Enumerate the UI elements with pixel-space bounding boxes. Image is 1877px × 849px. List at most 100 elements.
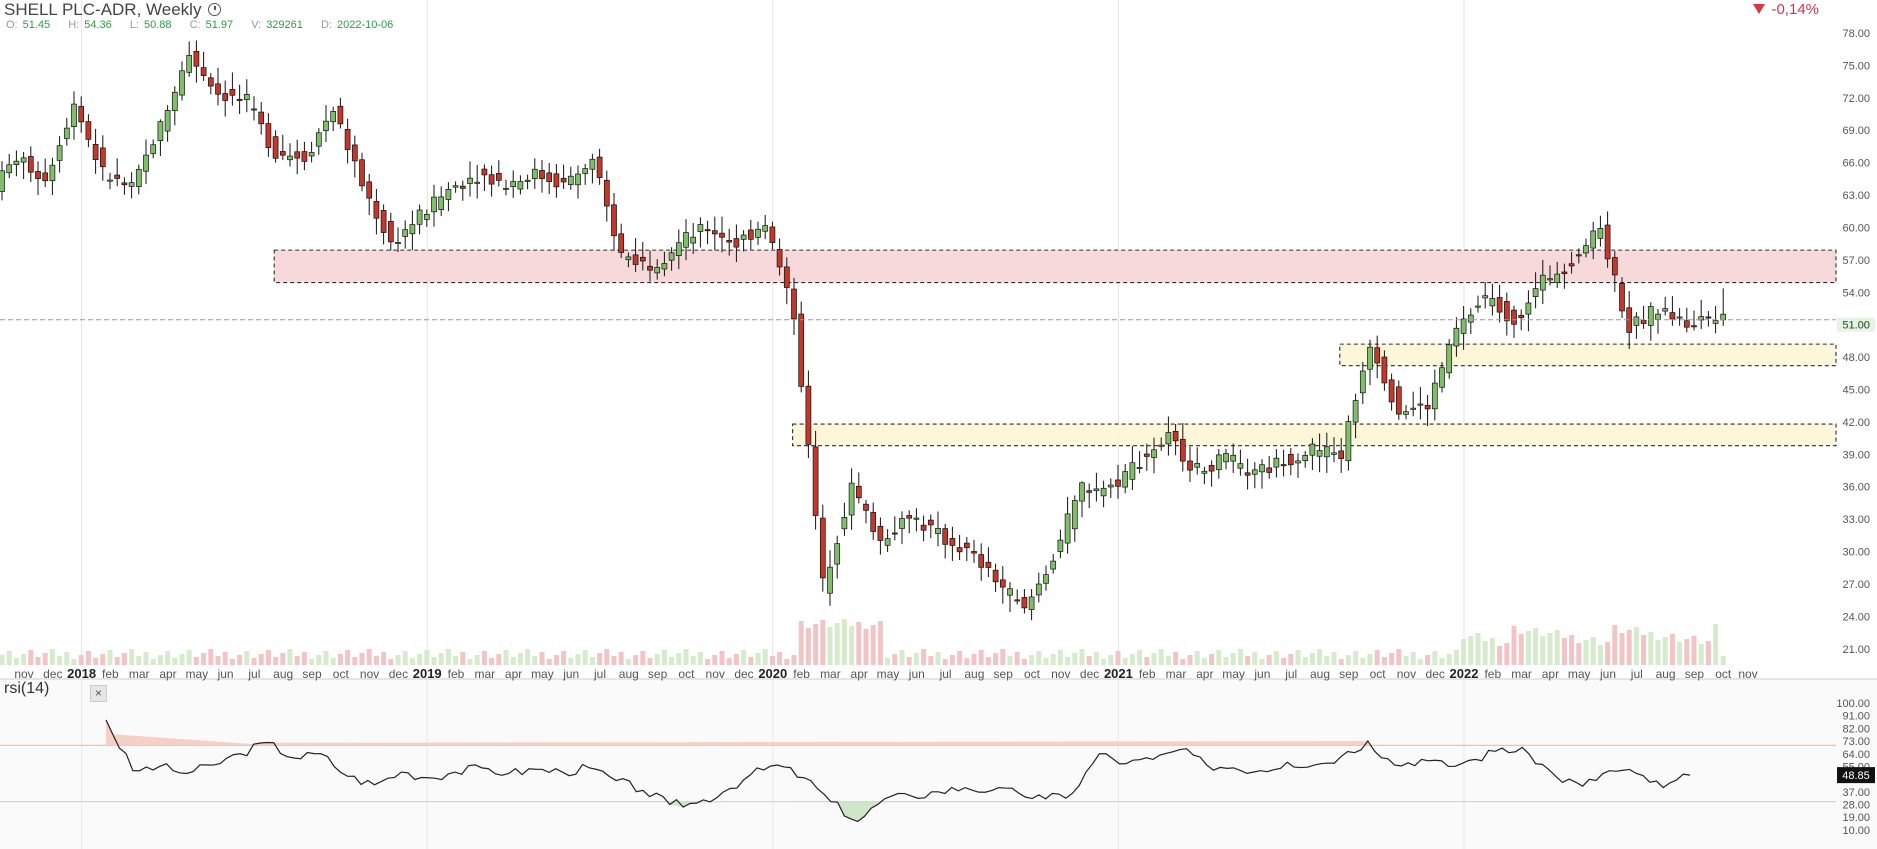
volume-bar [568, 658, 574, 665]
volume-bar [697, 652, 703, 665]
candle [1165, 416, 1172, 456]
candle-body [675, 242, 682, 256]
candle-body [841, 517, 848, 530]
x-tick-label: apr [505, 667, 522, 681]
candle-body [1568, 263, 1575, 267]
volume-bar [1360, 658, 1366, 665]
x-tick-label: aug [619, 667, 639, 681]
candle [603, 170, 610, 222]
rsi-title: rsi(14) [4, 680, 50, 697]
volume-bar [409, 658, 415, 665]
candle-body [1230, 454, 1237, 462]
candle [1136, 451, 1143, 474]
candle-body [1136, 467, 1143, 469]
volume-bar [1410, 652, 1416, 665]
candle [193, 40, 200, 83]
candle-body [186, 55, 193, 73]
volume-bar [489, 658, 495, 665]
candle-body [1683, 320, 1690, 328]
open-value: 51.45 [22, 19, 51, 31]
rsi-current-label: 48.85 [1842, 770, 1870, 782]
candle-body [1698, 316, 1705, 321]
volume-bar [258, 654, 264, 665]
candle [186, 41, 193, 77]
candle-body [567, 175, 574, 186]
candle [1179, 422, 1186, 472]
volume-bar [1374, 650, 1380, 665]
candle [1295, 453, 1301, 478]
candle-body [1194, 463, 1201, 468]
x-tick-label: 2020 [758, 666, 787, 681]
candle [971, 539, 977, 563]
candle [258, 102, 265, 135]
candle [1532, 272, 1539, 309]
candle [1259, 459, 1265, 489]
volume-bar [1194, 651, 1200, 665]
volume-bar [474, 655, 480, 665]
candle-body [1532, 288, 1539, 297]
candle [1691, 310, 1697, 331]
candle-body [870, 512, 877, 532]
volume-bar [1720, 656, 1726, 665]
volume-bar [683, 649, 689, 665]
candle [488, 165, 495, 197]
candle [366, 173, 373, 215]
candle [459, 180, 466, 201]
x-tick-label: jul [593, 667, 606, 681]
volume-bar [323, 651, 329, 665]
candle-body [1554, 273, 1561, 284]
candle-body [488, 174, 495, 185]
volume-bar [1569, 635, 1575, 665]
volume-bar [93, 658, 99, 665]
x-tick-label: apr [159, 667, 176, 681]
candle-body [193, 50, 200, 67]
volume-bar [265, 650, 271, 665]
candle [783, 257, 790, 305]
candle [1345, 415, 1352, 471]
candle [985, 547, 992, 578]
candle-body [1028, 596, 1035, 610]
candle [1511, 305, 1517, 338]
candle-body [956, 547, 963, 553]
volume-bar [13, 658, 19, 665]
volume-bar [1518, 634, 1524, 665]
x-tick-label: aug [964, 667, 984, 681]
volume-bar [1605, 642, 1611, 665]
volume-bar [1713, 624, 1719, 665]
candle [243, 79, 250, 113]
candle [1223, 448, 1229, 470]
candle [1071, 495, 1078, 542]
candle [251, 96, 257, 121]
candle [402, 220, 409, 249]
close-icon[interactable]: × [90, 685, 107, 702]
x-tick-label: aug [1310, 667, 1330, 681]
candle-body [416, 209, 423, 225]
date-value: 2022-10-06 [336, 19, 394, 31]
candle-body [229, 89, 236, 96]
candle [1367, 339, 1373, 386]
candle [431, 184, 437, 227]
candle [236, 84, 243, 114]
volume-bar [921, 649, 927, 665]
candle [135, 164, 142, 195]
candle-body [359, 159, 365, 187]
x-tick-label: apr [1196, 667, 1213, 681]
volume-bar [1561, 638, 1567, 665]
candle-body [949, 538, 956, 546]
high-key: H: [68, 19, 80, 31]
candle [769, 221, 776, 250]
candle-body [884, 538, 891, 546]
candle [1266, 456, 1273, 479]
candle [474, 164, 481, 199]
volume-bar [1461, 639, 1467, 665]
candle-body [107, 179, 113, 182]
x-tick-label: 2021 [1104, 666, 1133, 681]
candle [639, 242, 646, 271]
clock-icon[interactable] [208, 3, 222, 16]
volume-bar [1050, 654, 1056, 665]
candle-body [1151, 449, 1157, 458]
candle [589, 153, 596, 184]
candle-body [1086, 490, 1093, 493]
candle-body [1172, 430, 1179, 442]
